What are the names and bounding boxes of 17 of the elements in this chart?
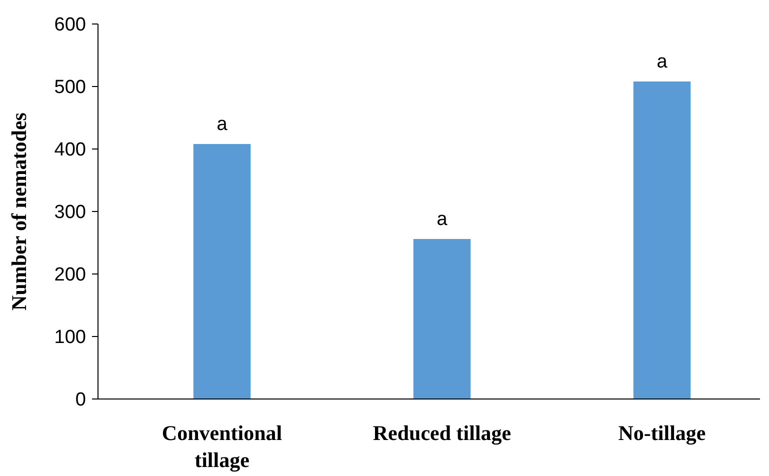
y-tick-label: 100 [54,327,86,348]
bar [413,239,471,399]
bar [193,144,251,399]
annotation: a [436,209,448,230]
x-tick-label: No-tillage [618,421,706,445]
y-tick-label: 500 [54,77,86,98]
x-tick-label: Conventional tillage [162,421,282,472]
y-tick-label: 0 [75,390,86,411]
y-axis-title: Number of nematodes [7,112,31,310]
annotation: a [216,114,228,135]
annotation: a [656,52,668,72]
y-tick-label: 600 [54,14,86,36]
y-tick-label: 200 [54,264,86,286]
bar [633,82,691,399]
y-tick-label: 400 [54,140,86,161]
x-tick-label: Reduced tillage [372,421,512,445]
y-tick-label: 300 [54,202,86,224]
